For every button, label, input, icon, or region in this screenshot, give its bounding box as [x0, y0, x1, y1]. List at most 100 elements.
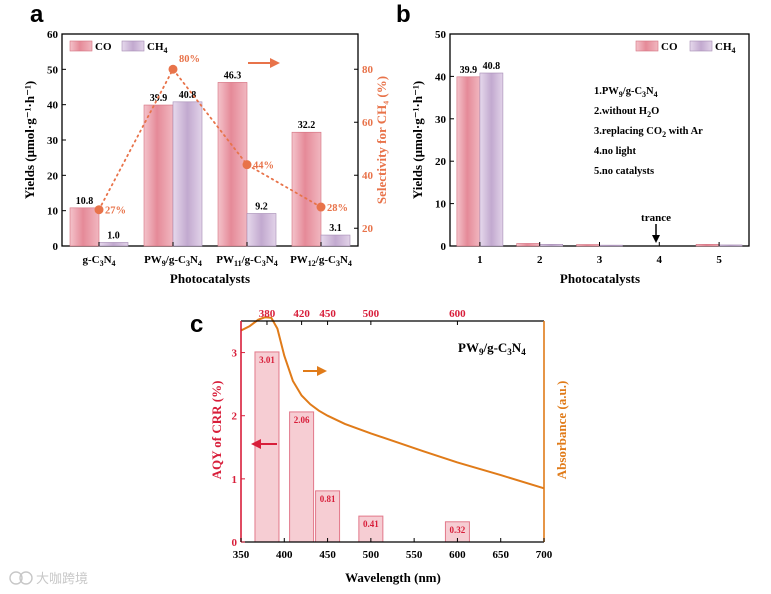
panel-a-x-label: Photocatalysts — [170, 271, 250, 286]
x-tick-label: 500 — [363, 549, 380, 561]
panel-a-y-label: Yields (μmol·g⁻¹·h⁻¹) — [22, 81, 37, 199]
x-tick-label: g-C3N4 — [82, 254, 115, 268]
legend-co-label: CO — [95, 41, 112, 53]
x-tick-label: PW11/g-C3N4 — [216, 254, 277, 268]
panel-b-x-label: Photocatalysts — [560, 271, 640, 286]
x-tick-label: 400 — [276, 549, 293, 561]
selectivity-point — [316, 202, 326, 212]
panel-letter-c: c — [190, 311, 203, 338]
panel-c-x-label: Wavelength (nm) — [345, 570, 441, 585]
note-item: 2.without H2O — [594, 106, 659, 119]
note-item: 4.no light — [594, 146, 637, 157]
bar-value-label: 10.8 — [76, 196, 94, 207]
y-tick-label: 60 — [47, 29, 59, 41]
note-item: 1.PW9/g-C3N4 — [594, 86, 658, 99]
y-tick-label: 3 — [232, 348, 238, 360]
panel-c-chart: 3.01 2.06 0.81 0.41 0.32 0 1 2 3 350 400 450 500 55… — [209, 308, 569, 585]
y-tick-label: 20 — [435, 156, 447, 168]
y-tick-label: 2 — [232, 411, 238, 423]
trance-annotation: trance — [641, 212, 671, 224]
bar-co — [69, 207, 100, 247]
aqy-bar-label: 0.41 — [363, 519, 379, 529]
top-tick-label: 500 — [363, 308, 380, 320]
legend-b-ch4-swatch — [689, 40, 713, 52]
bar-ch4 — [599, 244, 623, 247]
top-tick-label: 420 — [293, 308, 310, 320]
y-tick-label: 10 — [435, 199, 447, 211]
aqy-bar-label: 3.01 — [259, 355, 275, 365]
note-item: 5.no catalysts — [594, 166, 654, 177]
legend-ch4-swatch — [121, 40, 145, 52]
bar-co — [456, 76, 481, 247]
x-tick-label: 1 — [477, 254, 483, 266]
legend-b-co-label: CO — [661, 41, 678, 53]
x-tick-label: 5 — [716, 254, 722, 266]
y-tick-label: 20 — [47, 170, 59, 182]
bar-ch4 — [718, 244, 743, 247]
watermark-text: 大咖跨境 — [36, 572, 88, 587]
y2-tick-label: 20 — [362, 223, 374, 235]
selectivity-line — [98, 67, 322, 211]
selectivity-point — [242, 160, 252, 170]
panel-b-x-axis: 1 2 3 4 5 — [477, 242, 722, 266]
panel-a-y-axis: 0 10 20 30 40 50 60 — [47, 29, 66, 253]
arrow-down-icon — [652, 224, 660, 243]
legend-co-swatch — [69, 40, 93, 52]
y-tick-label: 40 — [435, 71, 447, 83]
bar-value-label: 39.9 — [150, 93, 168, 104]
top-tick-label: 380 — [259, 308, 276, 320]
bar-co — [516, 243, 541, 247]
bar-ch4 — [172, 101, 203, 247]
x-tick-label: 650 — [492, 549, 509, 561]
x-tick-label: 3 — [597, 254, 603, 266]
bar-value-label: 1.0 — [107, 230, 120, 241]
top-tick-label: 600 — [449, 308, 466, 320]
selectivity-point — [94, 205, 104, 215]
selectivity-label: 28% — [327, 203, 348, 214]
watermark-logo-icon — [9, 571, 23, 585]
bar-ch4 — [246, 213, 277, 247]
legend-ch4-label: CH4 — [147, 41, 168, 55]
panel-c-bars: 3.01 2.06 0.81 0.41 0.32 — [254, 351, 470, 543]
x-tick-label: 600 — [449, 549, 466, 561]
x-tick-label: 550 — [406, 549, 423, 561]
bar-value-label: 3.1 — [329, 223, 342, 234]
panel-a-y2-axis: 20 40 60 80 — [354, 64, 374, 235]
x-tick-label: 4 — [657, 254, 663, 266]
arrow-right-orange-icon — [303, 366, 327, 376]
y-tick-label: 50 — [435, 29, 447, 41]
panel-b-y-axis: 0 10 20 30 40 50 — [435, 29, 454, 253]
aqy-bar-label: 0.32 — [450, 525, 466, 535]
y-tick-label: 0 — [53, 241, 59, 253]
panel-c-y-label: AQY of CRR (%) — [209, 381, 224, 480]
absorbance-curve — [240, 316, 545, 490]
legend-b-co-swatch — [635, 40, 659, 52]
x-tick-label: PW9/g-C3N4 — [144, 254, 202, 268]
panel-a-chart: 0 10 20 30 40 50 60 20 40 60 80 10.8 1.0 39.9 40.8 46… — [22, 29, 389, 286]
y-tick-label: 10 — [47, 206, 59, 218]
selectivity-point — [168, 64, 178, 74]
panel-letter-b: b — [396, 1, 411, 28]
panel-a-x-axis: g-C3N4 PW9/g-C3N4 PW11/g-C3N4 PW12/g-C3N4 — [82, 242, 352, 268]
bar-ch4 — [320, 234, 351, 247]
y-tick-label: 40 — [47, 100, 59, 112]
watermark: 大咖跨境 — [9, 571, 88, 587]
arrow-right-icon — [248, 58, 280, 68]
bar-ch4 — [479, 72, 504, 247]
bar-co — [291, 131, 322, 247]
aqy-bar-label: 0.81 — [320, 494, 336, 504]
bar-ch4 — [539, 244, 564, 247]
panel-c-y2-label: Absorbance (a.u.) — [554, 381, 569, 480]
bar-co — [217, 82, 248, 247]
aqy-bar-label: 2.06 — [294, 415, 310, 425]
panel-b-y-label: Yields (μmol·g⁻¹·h⁻¹) — [410, 81, 425, 199]
bar-ch4 — [98, 242, 129, 247]
panel-a-bars: 10.8 1.0 39.9 40.8 46.3 9.2 32.2 3.1 — [69, 70, 351, 247]
panel-b-bars: 39.9 40.8 — [456, 61, 743, 247]
bar-value-label: 40.8 — [483, 61, 501, 72]
top-tick-label: 450 — [319, 308, 336, 320]
note-item: 3.replacing CO2 with Ar — [594, 126, 703, 139]
panel-a-selectivity-line: 27% 80% 44% 28% — [94, 54, 348, 217]
legend-b-ch4-label: CH4 — [715, 41, 736, 55]
